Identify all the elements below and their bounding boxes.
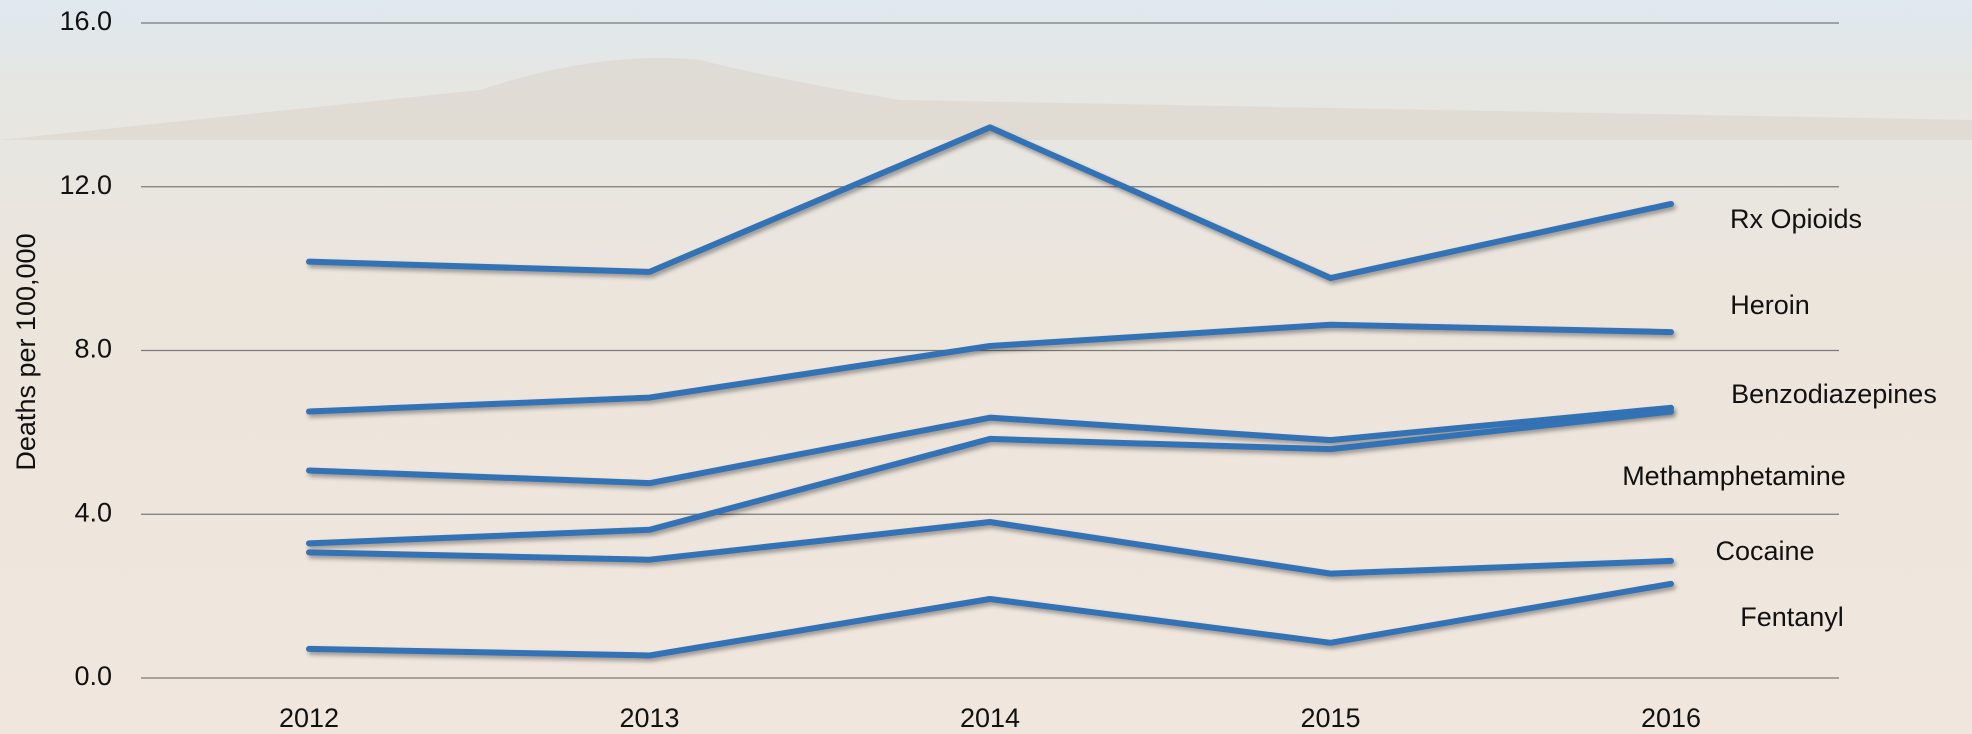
series-label: Fentanyl — [1740, 602, 1844, 632]
y-tick-label: 0.0 — [74, 661, 112, 691]
y-tick-label: 8.0 — [74, 334, 112, 364]
series-label: Benzodiazepines — [1731, 379, 1937, 409]
series-label: Rx Opioids — [1730, 204, 1862, 234]
x-tick-label: 2013 — [619, 703, 679, 733]
x-tick-label: 2014 — [960, 703, 1020, 733]
background-hills — [0, 58, 1972, 140]
series-line — [306, 580, 1674, 659]
x-tick-label: 2016 — [1641, 703, 1701, 733]
x-tick-label: 2015 — [1300, 703, 1360, 733]
series-label: Heroin — [1730, 290, 1810, 320]
y-tick-label: 12.0 — [59, 170, 112, 200]
series-label: Cocaine — [1715, 536, 1814, 566]
y-tick-label: 4.0 — [74, 497, 112, 527]
series-line — [306, 404, 1674, 487]
y-axis-title: Deaths per 100,000 — [11, 233, 41, 470]
series-line — [306, 519, 1674, 577]
series-label: Methamphetamine — [1622, 461, 1846, 491]
series-line — [306, 408, 1674, 547]
series-line — [306, 124, 1674, 282]
x-tick-label: 2012 — [279, 703, 339, 733]
y-tick-label: 16.0 — [59, 6, 112, 36]
series-line — [306, 321, 1674, 415]
